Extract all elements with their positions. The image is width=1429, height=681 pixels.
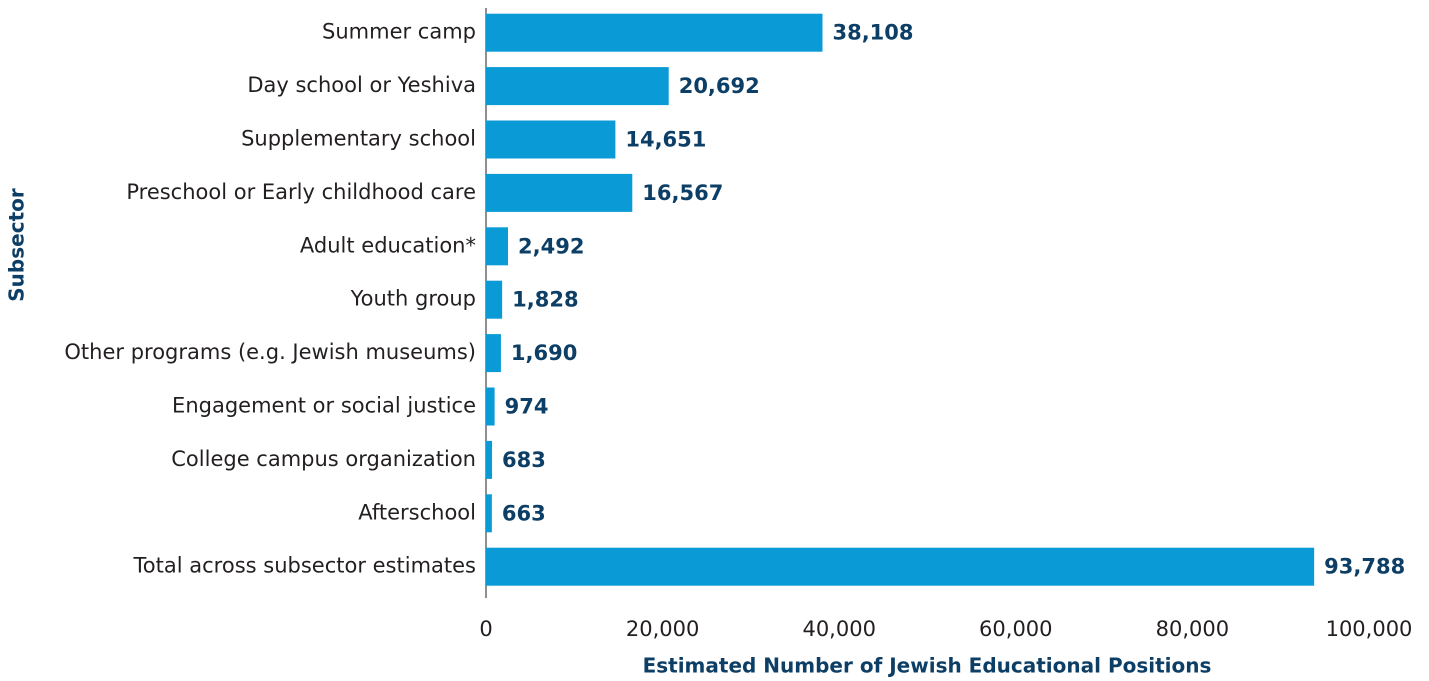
x-tick-label: 0 (479, 617, 492, 641)
value-label: 1,828 (512, 288, 578, 312)
bar (486, 173, 633, 212)
value-label: 14,651 (625, 128, 706, 152)
value-label: 20,692 (679, 74, 760, 98)
value-label: 38,108 (832, 21, 913, 45)
category-label: Youth group (350, 287, 476, 311)
bar (486, 387, 495, 426)
category-label: Summer camp (322, 20, 476, 44)
bar (486, 67, 669, 106)
category-label: College campus organization (171, 447, 476, 471)
x-tick-label: 40,000 (802, 617, 875, 641)
x-tick-label: 100,000 (1326, 617, 1413, 641)
category-label: Supplementary school (241, 127, 476, 151)
x-tick-label: 20,000 (626, 617, 699, 641)
bar (486, 334, 501, 373)
value-label: 16,567 (642, 181, 723, 205)
y-axis-title: Subsector (5, 188, 29, 302)
category-label: Other programs (e.g. Jewish museums) (64, 340, 476, 364)
value-label: 2,492 (518, 234, 584, 258)
value-label: 93,788 (1324, 555, 1405, 579)
value-label: 974 (505, 395, 549, 419)
value-label: 663 (502, 501, 546, 525)
bar (486, 494, 492, 533)
category-label: Preschool or Early childhood care (126, 180, 476, 204)
bar (486, 227, 509, 266)
category-label: Total across subsector estimates (133, 554, 476, 578)
bar (486, 280, 503, 319)
category-label: Day school or Yeshiva (247, 73, 476, 97)
category-label: Engagement or social justice (172, 394, 476, 418)
category-label: Afterschool (358, 500, 476, 524)
x-axis-title: Estimated Number of Jewish Educational P… (643, 654, 1212, 678)
bar (486, 13, 823, 52)
x-tick-label: 80,000 (1156, 617, 1229, 641)
bar (486, 120, 616, 159)
value-label: 683 (502, 448, 546, 472)
category-label: Adult education* (300, 233, 476, 257)
value-label: 1,690 (511, 341, 577, 365)
bar (486, 547, 1315, 586)
bar (486, 440, 493, 479)
x-tick-label: 60,000 (979, 617, 1052, 641)
